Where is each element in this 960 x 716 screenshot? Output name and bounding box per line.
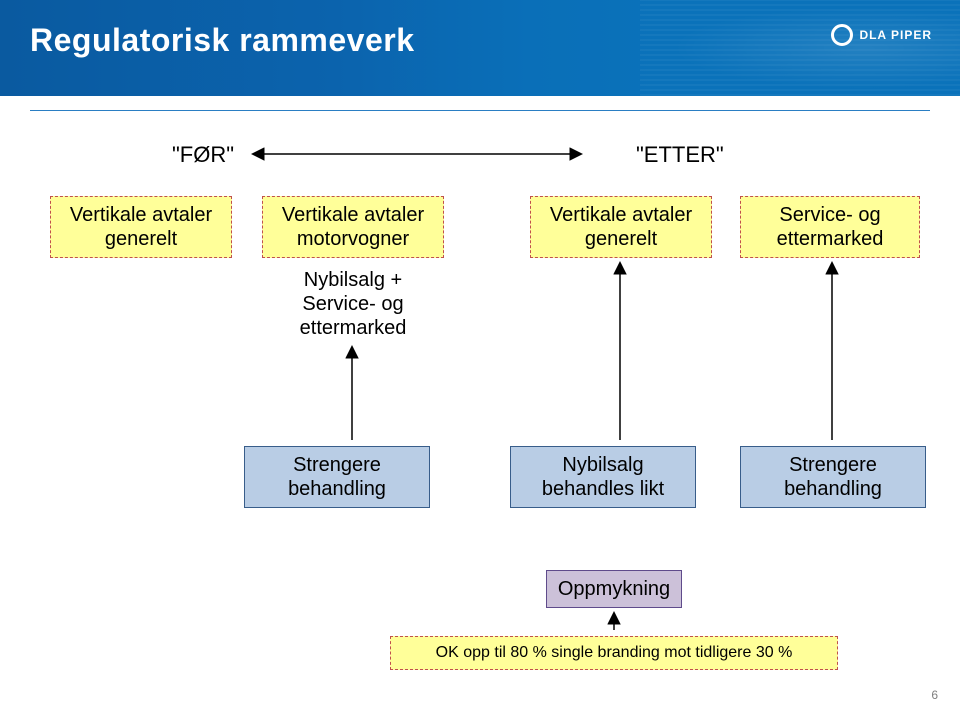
box-text: Strengere behandling	[751, 453, 915, 501]
logo-text: DLA PIPER	[859, 28, 932, 42]
box-text: Service- og ettermarked	[751, 203, 909, 251]
arrow-layer	[0, 0, 960, 716]
label-before: "FØR"	[172, 142, 234, 168]
box-text: Nybilsalg behandles likt	[521, 453, 685, 501]
box-text: Strengere behandling	[255, 453, 419, 501]
box-footnote: OK opp til 80 % single branding mot tidl…	[390, 636, 838, 670]
box-vertikale-motorvogner: Vertikale avtaler motorvogner	[262, 196, 444, 258]
box-strengere-right: Strengere behandling	[740, 446, 926, 508]
box-text: Vertikale avtaler generelt	[541, 203, 701, 251]
box-oppmykning: Oppmykning	[546, 570, 682, 608]
box-nybilsalg-likt: Nybilsalg behandles likt	[510, 446, 696, 508]
box-text: OK opp til 80 % single branding mot tidl…	[436, 643, 793, 662]
box-vertikale-generelt-left: Vertikale avtaler generelt	[50, 196, 232, 258]
logo-ring-icon	[831, 24, 853, 46]
box-text: Nybilsalg + Service- og ettermarked	[266, 268, 440, 340]
box-nybilsalg-service: Nybilsalg + Service- og ettermarked	[266, 268, 440, 340]
box-strengere-left: Strengere behandling	[244, 446, 430, 508]
logo: DLA PIPER	[831, 24, 932, 46]
label-after: "ETTER"	[636, 142, 724, 168]
box-vertikale-generelt-right: Vertikale avtaler generelt	[530, 196, 712, 258]
box-text: Oppmykning	[558, 577, 670, 601]
box-service-ettermarked: Service- og ettermarked	[740, 196, 920, 258]
page-number: 6	[931, 688, 938, 702]
box-text: Vertikale avtaler motorvogner	[273, 203, 433, 251]
page-title: Regulatorisk rammeverk	[30, 22, 415, 59]
header-divider	[30, 110, 930, 111]
box-text: Vertikale avtaler generelt	[61, 203, 221, 251]
